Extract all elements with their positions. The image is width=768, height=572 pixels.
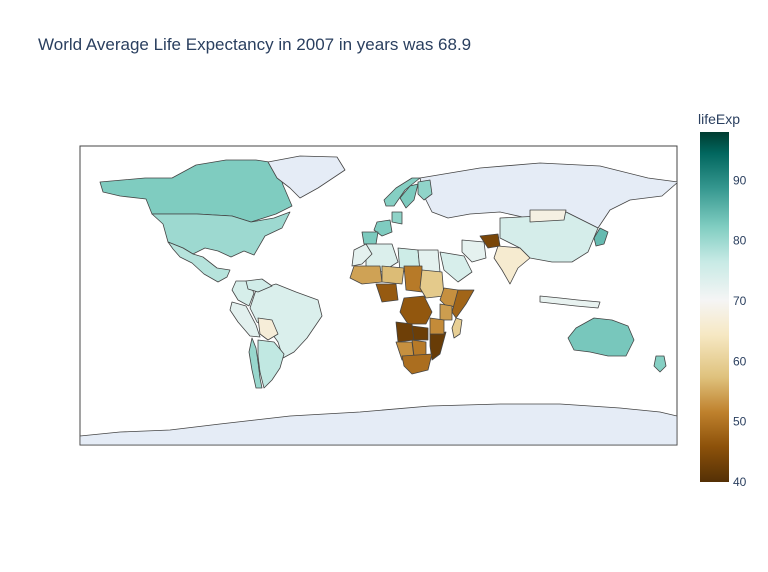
country-botswana[interactable] bbox=[411, 339, 427, 357]
country-tanzania[interactable] bbox=[429, 317, 445, 335]
country-australia[interactable] bbox=[567, 317, 635, 357]
chart-title: World Average Life Expectancy in 2007 in… bbox=[38, 35, 472, 54]
country-chad[interactable] bbox=[403, 265, 423, 293]
colorbar-title: lifeExp bbox=[698, 111, 740, 127]
colorbar-ticks: 90 80 70 60 50 40 bbox=[733, 173, 747, 489]
country-germany[interactable] bbox=[391, 211, 403, 225]
country-afghanistan[interactable] bbox=[479, 233, 501, 249]
country-iran[interactable] bbox=[461, 239, 487, 263]
colorbar-tick-label: 80 bbox=[733, 234, 747, 248]
country-finland[interactable] bbox=[417, 179, 433, 201]
colorbar bbox=[700, 132, 729, 482]
country-mali[interactable] bbox=[349, 265, 383, 285]
country-nigeria[interactable] bbox=[375, 283, 399, 303]
country-spain[interactable] bbox=[361, 231, 379, 245]
country-niger[interactable] bbox=[381, 265, 405, 285]
country-angola[interactable] bbox=[395, 321, 415, 343]
colorbar-tick-label: 60 bbox=[733, 354, 747, 368]
country-indonesia[interactable] bbox=[539, 295, 601, 309]
country-zambia[interactable] bbox=[411, 325, 429, 341]
country-mongolia[interactable] bbox=[529, 209, 567, 223]
country-chile[interactable] bbox=[248, 337, 263, 389]
country-sudan[interactable] bbox=[419, 269, 445, 299]
country-antarctica[interactable] bbox=[80, 403, 677, 445]
country-mexico[interactable] bbox=[167, 241, 231, 283]
country-greenland[interactable] bbox=[267, 155, 346, 199]
country-venezuela[interactable] bbox=[245, 278, 273, 293]
country-morocco[interactable] bbox=[351, 243, 373, 267]
colorbar-tick-label: 90 bbox=[733, 173, 747, 187]
colorbar-tick-label: 50 bbox=[733, 415, 747, 429]
country-madagascar[interactable] bbox=[451, 317, 463, 339]
country-sweden[interactable] bbox=[399, 183, 419, 209]
country-congo-dem-rep[interactable] bbox=[399, 295, 433, 325]
country-argentina[interactable] bbox=[257, 339, 285, 389]
country-japan[interactable] bbox=[593, 227, 609, 247]
country-bolivia[interactable] bbox=[257, 317, 279, 341]
country-france[interactable] bbox=[373, 219, 393, 237]
colorbar-tick-label: 70 bbox=[733, 294, 747, 308]
country-canada[interactable] bbox=[99, 159, 293, 223]
country-kenya[interactable] bbox=[439, 303, 453, 321]
country-somalia[interactable] bbox=[451, 289, 475, 319]
country-south-africa[interactable] bbox=[401, 353, 433, 375]
country-layer bbox=[80, 155, 678, 445]
country-new-zealand[interactable] bbox=[653, 355, 667, 373]
country-russia[interactable] bbox=[419, 162, 678, 229]
country-peru[interactable] bbox=[229, 301, 261, 338]
country-norway[interactable] bbox=[383, 177, 421, 207]
country-india[interactable] bbox=[493, 245, 531, 285]
country-brazil[interactable] bbox=[249, 283, 323, 359]
colorbar-tick-label: 40 bbox=[733, 475, 747, 489]
country-saudi-arabia[interactable] bbox=[439, 251, 473, 283]
